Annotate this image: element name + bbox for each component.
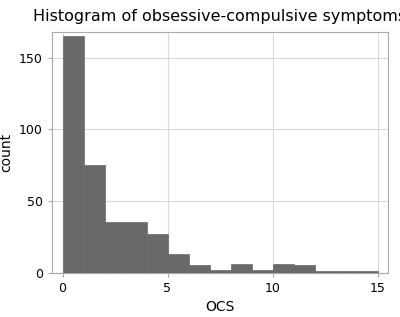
Bar <box>314 271 336 273</box>
Bar <box>356 271 378 273</box>
Bar <box>230 264 252 273</box>
Bar <box>272 264 294 273</box>
Bar <box>252 270 272 273</box>
Bar <box>104 223 126 273</box>
Title: Histogram of obsessive-compulsive symptoms: Histogram of obsessive-compulsive sympto… <box>34 9 400 23</box>
Bar <box>336 271 356 273</box>
Bar <box>62 36 84 273</box>
Bar <box>210 270 230 273</box>
Y-axis label: count: count <box>0 133 14 172</box>
X-axis label: OCS: OCS <box>205 300 235 314</box>
Bar <box>188 265 210 273</box>
Bar <box>84 165 104 273</box>
Bar <box>126 223 146 273</box>
Bar <box>146 234 168 273</box>
Bar <box>294 265 314 273</box>
Bar <box>168 254 188 273</box>
